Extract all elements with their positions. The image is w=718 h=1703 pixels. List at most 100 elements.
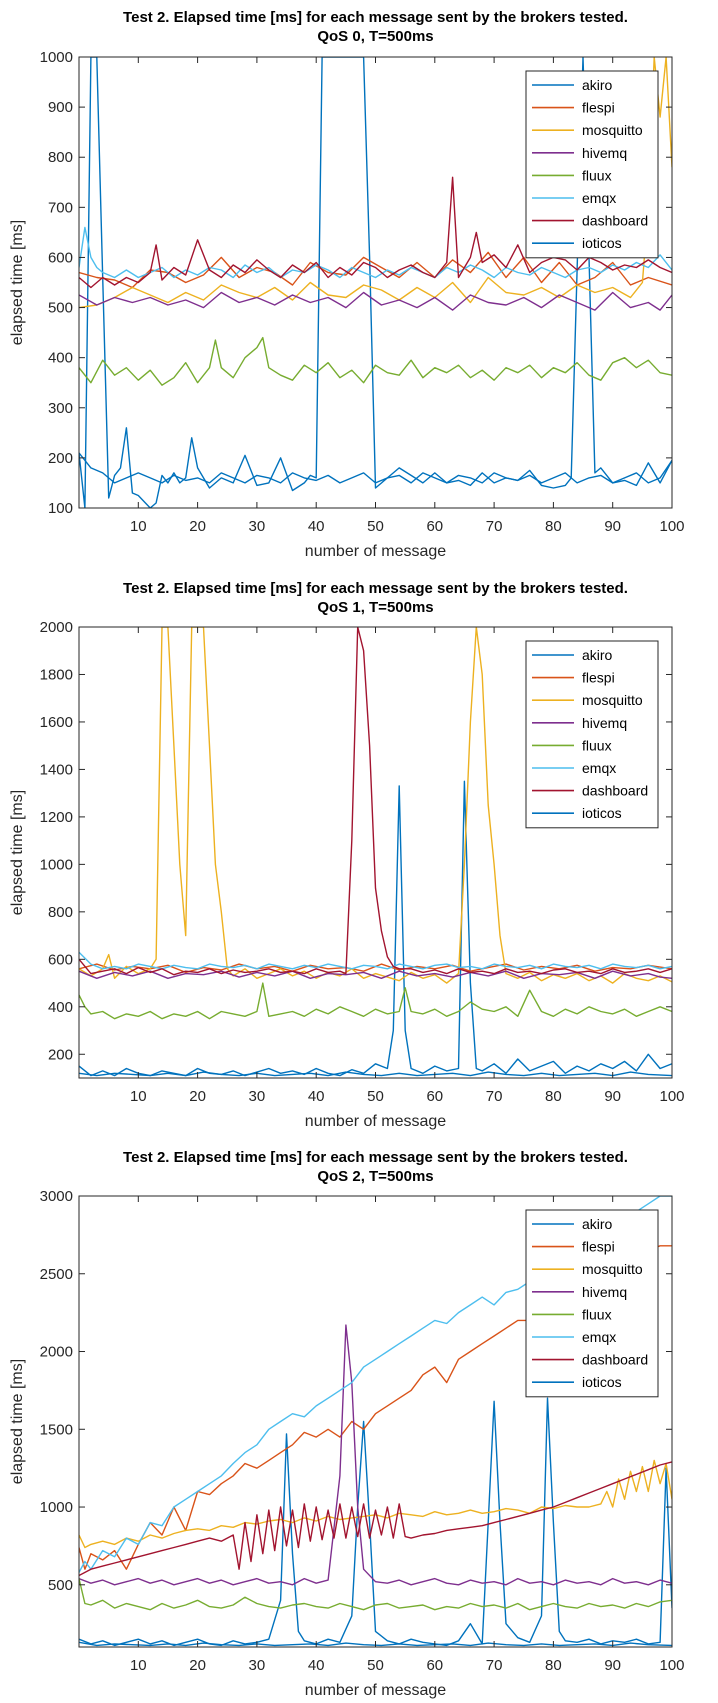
- x-tick-label: 40: [308, 1657, 325, 1674]
- y-tick-label: 1000: [40, 49, 73, 66]
- x-tick-label: 90: [604, 1088, 621, 1105]
- legend-label-hivemq: hivemq: [582, 145, 627, 161]
- chart-title: Test 2. Elapsed time [ms] for each messa…: [123, 580, 628, 597]
- x-tick-label: 100: [659, 1088, 684, 1105]
- legend-label-emqx: emqx: [582, 1329, 616, 1345]
- x-tick-label: 10: [130, 1657, 147, 1674]
- y-tick-label: 500: [48, 300, 73, 317]
- legend-label-mosquitto: mosquitto: [582, 692, 643, 708]
- x-tick-label: 90: [604, 518, 621, 535]
- y-axis-label: elapsed time [ms]: [9, 220, 26, 345]
- legend-label-mosquitto: mosquitto: [582, 1261, 643, 1277]
- legend-label-ioticos: ioticos: [582, 235, 622, 251]
- y-tick-label: 1400: [40, 761, 73, 778]
- x-tick-label: 40: [308, 518, 325, 535]
- chart-panel-qos1: Test 2. Elapsed time [ms] for each messa…: [9, 580, 685, 1130]
- legend-label-hivemq: hivemq: [582, 715, 627, 731]
- series-line-hivemq: [79, 970, 672, 979]
- series-line-fluux: [79, 1578, 672, 1611]
- series-line-emqx: [79, 226, 672, 279]
- y-tick-label: 2000: [40, 619, 73, 636]
- x-tick-label: 70: [486, 518, 503, 535]
- legend-label-mosquitto: mosquitto: [582, 122, 643, 138]
- legend-label-emqx: emqx: [582, 760, 616, 776]
- chart-title: Test 2. Elapsed time [ms] for each messa…: [123, 1149, 628, 1166]
- x-tick-label: 20: [189, 518, 206, 535]
- legend-label-hivemq: hivemq: [582, 1284, 627, 1300]
- chart-subtitle: QoS 1, T=500ms: [317, 599, 433, 616]
- x-tick-label: 50: [367, 1088, 384, 1105]
- x-tick-label: 50: [367, 518, 384, 535]
- legend-label-akiro: akiro: [582, 647, 613, 663]
- legend-label-fluux: fluux: [582, 1306, 612, 1322]
- y-tick-label: 2500: [40, 1266, 73, 1283]
- legend-label-dashboard: dashboard: [582, 1352, 648, 1368]
- x-tick-label: 10: [130, 1088, 147, 1105]
- x-axis-label: number of message: [305, 1113, 447, 1130]
- y-tick-label: 700: [48, 199, 73, 216]
- y-tick-label: 100: [48, 500, 73, 517]
- legend-label-ioticos: ioticos: [582, 805, 622, 821]
- x-tick-label: 70: [486, 1088, 503, 1105]
- y-tick-label: 1500: [40, 1421, 73, 1438]
- chart-panel-qos2: Test 2. Elapsed time [ms] for each messa…: [9, 1149, 685, 1699]
- legend-box: [525, 70, 659, 259]
- x-tick-label: 60: [426, 1088, 443, 1105]
- x-tick-label: 40: [308, 1088, 325, 1105]
- y-tick-label: 500: [48, 1577, 73, 1594]
- x-tick-label: 60: [426, 518, 443, 535]
- series-line-hivemq: [79, 1324, 672, 1586]
- legend-label-ioticos: ioticos: [582, 1374, 622, 1390]
- y-tick-label: 3000: [40, 1188, 73, 1205]
- series-line-ioticos: [79, 1071, 672, 1077]
- y-axis-label: elapsed time [ms]: [9, 790, 26, 915]
- series-line-emqx: [79, 951, 672, 970]
- legend-label-akiro: akiro: [582, 77, 613, 93]
- y-tick-label: 1200: [40, 809, 73, 826]
- x-tick-label: 100: [659, 518, 684, 535]
- series-line-flespi: [79, 251, 672, 289]
- series-line-hivemq: [79, 291, 672, 311]
- y-tick-label: 400: [48, 350, 73, 367]
- chart-subtitle: QoS 2, T=500ms: [317, 1168, 433, 1185]
- y-tick-label: 1600: [40, 714, 73, 731]
- x-tick-label: 100: [659, 1657, 684, 1674]
- x-tick-label: 20: [189, 1657, 206, 1674]
- x-tick-label: 30: [249, 1088, 266, 1105]
- legend-label-flespi: flespi: [582, 1239, 615, 1255]
- x-tick-label: 70: [486, 1657, 503, 1674]
- series-line-akiro: [79, 57, 672, 508]
- legend: akiro flespi mosquitto hivemq fluux emqx dashb…: [525, 640, 659, 829]
- y-tick-label: 300: [48, 400, 73, 417]
- series-line-fluux: [79, 982, 672, 1020]
- legend-label-fluux: fluux: [582, 737, 612, 753]
- x-tick-label: 30: [249, 518, 266, 535]
- chart-panel-qos0: Test 2. Elapsed time [ms] for each messa…: [9, 9, 685, 560]
- y-tick-label: 800: [48, 149, 73, 166]
- legend-label-flespi: flespi: [582, 100, 615, 116]
- x-tick-label: 80: [545, 1088, 562, 1105]
- series-line-fluux: [79, 336, 672, 386]
- series-lines: [79, 627, 672, 1077]
- series-line-dashboard: [79, 1461, 672, 1577]
- x-axis-label: number of message: [305, 1682, 447, 1699]
- series-line-dashboard: [79, 176, 672, 289]
- series-line-dashboard: [79, 627, 672, 976]
- series-line-ioticos: [79, 452, 672, 484]
- legend-label-dashboard: dashboard: [582, 783, 648, 799]
- y-tick-label: 2000: [40, 1344, 73, 1361]
- y-tick-label: 600: [48, 249, 73, 266]
- series-line-ioticos: [79, 1641, 672, 1647]
- y-tick-label: 1000: [40, 1499, 73, 1516]
- legend: akiro flespi mosquitto hivemq fluux emqx dashb…: [525, 1209, 659, 1398]
- legend-box: [525, 1209, 659, 1398]
- y-tick-label: 400: [48, 999, 73, 1016]
- legend-label-akiro: akiro: [582, 1216, 613, 1232]
- x-tick-label: 80: [545, 518, 562, 535]
- series-lines: [79, 57, 672, 508]
- legend-label-emqx: emqx: [582, 190, 616, 206]
- series-line-mosquitto: [79, 1459, 672, 1549]
- x-tick-label: 10: [130, 518, 147, 535]
- y-tick-label: 1800: [40, 666, 73, 683]
- x-tick-label: 30: [249, 1657, 266, 1674]
